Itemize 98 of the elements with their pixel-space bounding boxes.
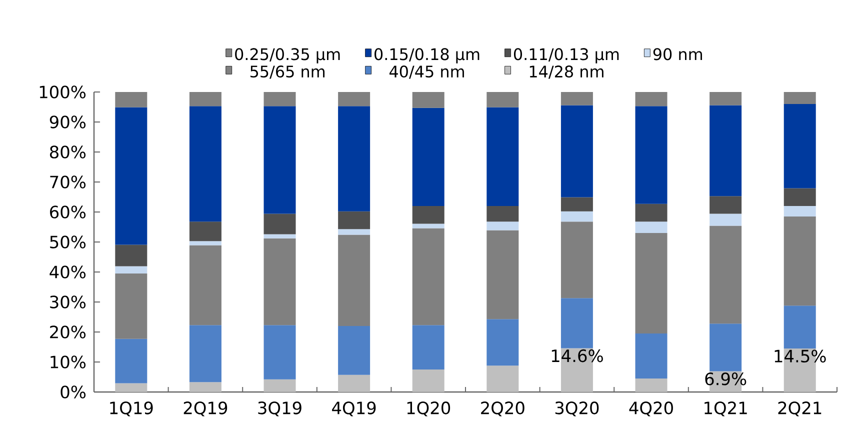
bar — [635, 378, 668, 392]
bar — [264, 379, 296, 392]
bar — [115, 107, 148, 245]
bar — [784, 306, 816, 348]
x-tick-label: 4Q19 — [332, 402, 376, 416]
legend-label: 55/65 nm — [250, 65, 325, 79]
legend-label: 90 nm — [653, 48, 702, 60]
bar — [635, 232, 668, 334]
bar — [784, 104, 816, 188]
bar — [338, 211, 370, 230]
bar — [710, 105, 742, 196]
y-tick-label: 100% — [40, 86, 86, 98]
bar — [486, 222, 519, 230]
bar — [710, 226, 742, 324]
legend-label: 40/45 nm — [389, 65, 464, 79]
bar — [486, 107, 519, 206]
bar — [338, 92, 370, 106]
bar — [635, 334, 668, 378]
bar — [560, 92, 593, 106]
bar — [264, 234, 296, 238]
bar — [635, 222, 668, 233]
bar — [486, 230, 519, 320]
y-tick-label: 10% — [50, 356, 86, 368]
bar — [338, 229, 370, 235]
y-tick-label: 50% — [50, 236, 86, 248]
bar — [635, 204, 668, 222]
y-tick-label: 60% — [50, 206, 86, 218]
y-tick-label: 30% — [50, 296, 86, 308]
bar — [264, 92, 296, 106]
y-tick-label: 40% — [50, 266, 86, 278]
x-tick-label: 1Q21 — [704, 402, 747, 416]
data-label: 6.9% — [705, 372, 746, 386]
bar — [710, 214, 742, 226]
bar — [635, 92, 668, 106]
x-tick-label: 2Q19 — [184, 402, 228, 416]
legend-label: 0.15/0.18 µm — [374, 48, 480, 64]
bar — [412, 224, 444, 228]
y-tick-label: 80% — [50, 146, 86, 158]
bar — [412, 92, 444, 108]
bar — [784, 216, 816, 306]
bar — [412, 370, 444, 392]
x-tick-label: 3Q20 — [555, 402, 599, 416]
bar — [264, 106, 296, 214]
bar — [412, 325, 444, 370]
bar — [115, 383, 148, 392]
bar — [486, 366, 519, 392]
bar — [784, 92, 816, 104]
bar — [189, 325, 222, 382]
bar — [635, 106, 668, 204]
bar — [784, 206, 816, 216]
bar — [412, 228, 444, 326]
bar — [486, 92, 519, 108]
x-tick-label: 2Q20 — [481, 402, 524, 416]
bar — [338, 106, 370, 212]
bar — [412, 206, 444, 224]
bar — [338, 374, 370, 392]
bar — [710, 92, 742, 106]
bar — [338, 234, 370, 326]
bar — [115, 92, 148, 108]
bar — [560, 197, 593, 212]
data-label: 14.6% — [552, 349, 603, 362]
bar — [189, 245, 222, 326]
bar — [264, 325, 296, 380]
x-tick-label: 1Q20 — [407, 402, 450, 416]
x-tick-label: 2Q21 — [778, 402, 822, 416]
x-tick-label: 4Q20 — [629, 402, 673, 416]
bar — [710, 196, 742, 214]
bar — [784, 188, 816, 206]
y-tick-label: 70% — [50, 176, 86, 188]
bar — [115, 273, 148, 339]
bar — [189, 382, 222, 392]
bar — [189, 241, 222, 246]
x-tick-label: 3Q19 — [258, 402, 302, 416]
bar — [189, 222, 222, 242]
bar — [115, 266, 148, 274]
y-tick-label: 0% — [60, 386, 86, 398]
bar — [560, 105, 593, 198]
bar — [115, 338, 148, 384]
x-tick-label: 1Q19 — [110, 402, 153, 416]
bar — [189, 92, 222, 106]
legend-label: 14/28 nm — [530, 65, 604, 79]
bar — [486, 206, 519, 222]
bar — [338, 326, 370, 375]
y-tick-label: 90% — [50, 116, 86, 128]
bar — [412, 108, 444, 206]
bar — [560, 211, 593, 222]
bar — [189, 106, 222, 222]
bar — [115, 244, 148, 266]
bar — [560, 222, 593, 298]
bar — [264, 238, 296, 326]
data-label: 14.5% — [774, 350, 826, 362]
legend-label: 0.11/0.13 µm — [514, 48, 619, 64]
bar — [264, 214, 296, 234]
bar — [560, 298, 593, 348]
bar — [486, 319, 519, 366]
bar — [710, 324, 742, 372]
y-tick-label: 20% — [50, 326, 86, 338]
legend-label: 0.25/0.35 µm — [235, 48, 340, 64]
